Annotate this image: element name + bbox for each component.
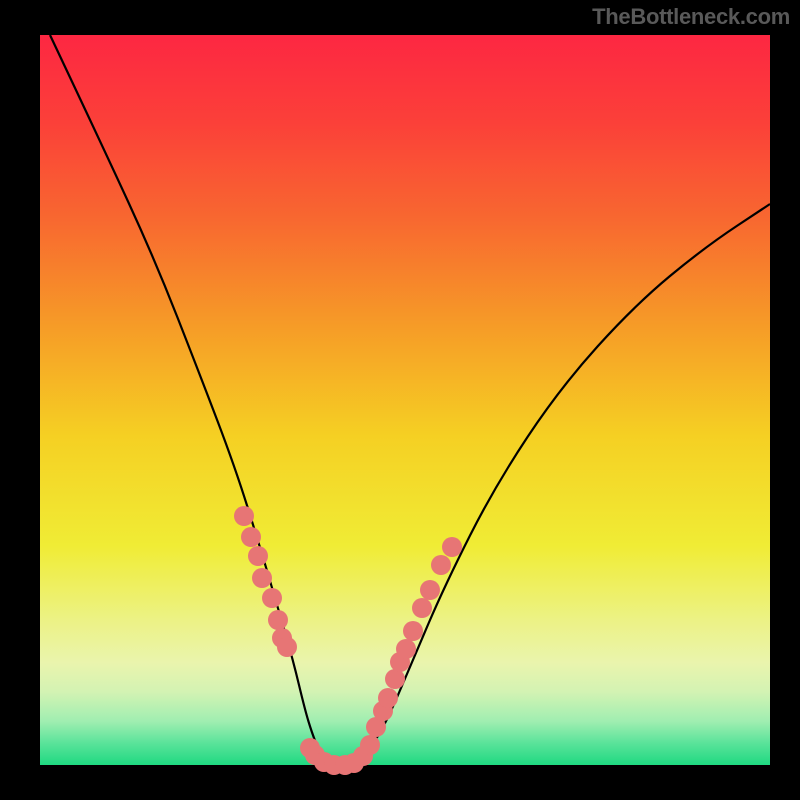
data-marker [420,580,440,600]
data-marker [385,669,405,689]
plot-svg [0,0,800,800]
data-marker [378,688,398,708]
data-marker [396,639,416,659]
data-marker [277,637,297,657]
watermark-text: TheBottleneck.com [592,4,790,30]
data-marker [403,621,423,641]
chart-container: TheBottleneck.com [0,0,800,800]
data-marker [262,588,282,608]
data-marker [412,598,432,618]
data-marker [241,527,261,547]
data-marker [252,568,272,588]
data-marker [268,610,288,630]
data-marker [360,735,380,755]
data-marker [442,537,462,557]
data-marker [431,555,451,575]
data-marker [234,506,254,526]
data-marker [248,546,268,566]
